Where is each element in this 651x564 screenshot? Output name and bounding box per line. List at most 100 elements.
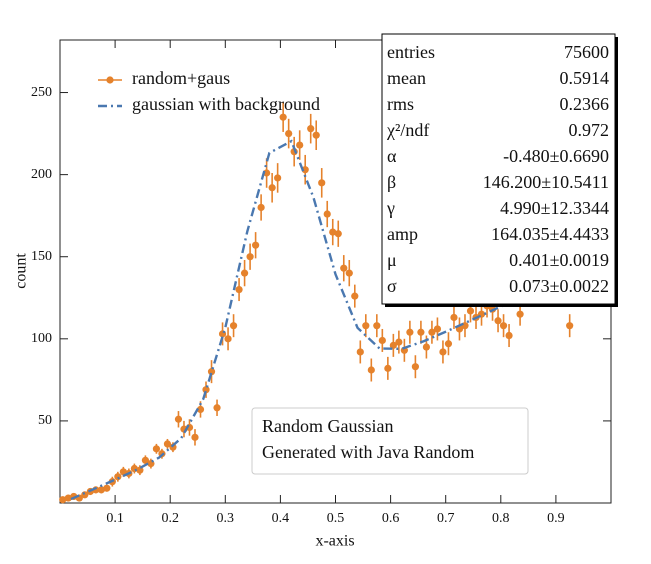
x-tick-label: 0.2	[161, 511, 179, 526]
data-point	[191, 433, 199, 441]
data-point	[373, 322, 381, 330]
stat-value: 0.2366	[560, 94, 610, 114]
data-point	[428, 328, 436, 336]
x-tick-label: 0.6	[382, 511, 400, 526]
data-point	[395, 338, 403, 346]
stat-label: mean	[387, 68, 426, 88]
data-point	[334, 230, 342, 238]
data-point	[224, 335, 232, 343]
stat-label: rms	[387, 94, 414, 114]
data-point	[444, 340, 453, 348]
data-point	[389, 341, 397, 349]
data-point	[516, 310, 524, 318]
data-point	[345, 269, 353, 277]
x-axis-label: x-axis	[315, 533, 354, 550]
data-point	[196, 405, 205, 414]
x-tick-label: 0.7	[437, 511, 455, 526]
data-point	[566, 322, 574, 330]
data-point	[285, 129, 293, 138]
data-point	[499, 322, 508, 330]
x-tick-label: 0.5	[327, 511, 345, 526]
y-axis-label: count	[13, 253, 30, 289]
stat-value: 0.972	[569, 120, 610, 140]
data-point	[152, 445, 161, 453]
stat-value: 0.401±0.0019	[509, 250, 609, 270]
data-point	[64, 494, 72, 502]
data-point	[505, 331, 513, 340]
data-point	[279, 113, 287, 121]
data-point	[411, 363, 419, 371]
stat-label: μ	[387, 250, 397, 270]
data-point	[406, 328, 414, 336]
data-point	[174, 415, 183, 423]
data-point	[141, 456, 150, 464]
plot-area: 0.1 0.2 0.3 0.4 0.5 0.6 0.7 0.8 0.9 50 100 150 200 25…	[31, 40, 611, 526]
data-point	[202, 386, 210, 394]
annotation: Generated with Java Random	[262, 442, 474, 462]
stat-label: amp	[387, 224, 418, 244]
data-point	[367, 366, 375, 374]
data-point	[296, 141, 304, 149]
data-point	[246, 253, 254, 261]
data-point	[340, 264, 348, 272]
data-point	[213, 404, 221, 412]
stat-label: σ	[387, 276, 397, 296]
fit-line	[70, 139, 513, 501]
data-point	[351, 292, 359, 300]
data-point	[268, 184, 276, 192]
stat-label: γ	[386, 198, 395, 218]
y-tick-label: 50	[38, 413, 52, 428]
data-point	[450, 313, 458, 322]
data-point	[59, 496, 67, 504]
x-tick-label: 0.9	[547, 511, 565, 526]
x-tick-label: 0.8	[492, 511, 510, 526]
stat-label: α	[387, 146, 397, 166]
x-tick-label: 0.3	[217, 511, 235, 526]
stat-value: 4.990±12.3344	[500, 198, 609, 218]
data-point	[240, 269, 249, 277]
data-point	[384, 364, 392, 372]
y-tick-label: 150	[31, 249, 52, 264]
data-point	[323, 210, 331, 218]
data-point	[433, 325, 442, 333]
stat-value: 146.200±10.5411	[483, 172, 609, 192]
y-tick-label: 250	[31, 85, 52, 100]
y-tick-label: 100	[31, 331, 52, 346]
data-point	[466, 307, 475, 315]
data-point	[252, 241, 260, 249]
legend-label: random+gaus	[132, 68, 230, 88]
stats-box	[381, 33, 616, 305]
data-point	[422, 343, 431, 351]
x-tick-label: 0.1	[106, 511, 124, 526]
data-point	[274, 174, 282, 182]
annotation: Random Gaussian	[262, 416, 393, 436]
stat-value: 0.073±0.0022	[509, 276, 609, 296]
stat-label: β	[387, 172, 396, 192]
overlay: random+gaus gaussian with background entri…	[98, 33, 618, 307]
stat-value: 0.5914	[560, 68, 610, 88]
data-point	[257, 203, 265, 212]
data-point	[312, 131, 320, 139]
y-tick-label: 200	[31, 167, 52, 182]
data-point	[235, 285, 243, 294]
annotation-box	[251, 407, 529, 475]
data-point	[163, 440, 172, 448]
data-point	[329, 228, 337, 236]
data-point	[97, 486, 105, 494]
stat-label: χ²/ndf	[386, 120, 429, 140]
data-point	[307, 125, 315, 133]
legend-label: gaussian with background	[132, 94, 320, 114]
data-point	[378, 336, 386, 345]
stat-value: -0.480±0.6690	[503, 146, 609, 166]
stat-value: 75600	[564, 42, 609, 62]
data-point	[207, 368, 216, 376]
stat-value: 164.035±4.4433	[491, 224, 609, 244]
data-point	[301, 166, 309, 174]
data-point	[103, 484, 111, 492]
data-point	[362, 322, 370, 330]
data-point	[356, 348, 364, 356]
data-point	[494, 317, 502, 325]
data-point	[417, 328, 425, 336]
data-point	[318, 179, 326, 187]
